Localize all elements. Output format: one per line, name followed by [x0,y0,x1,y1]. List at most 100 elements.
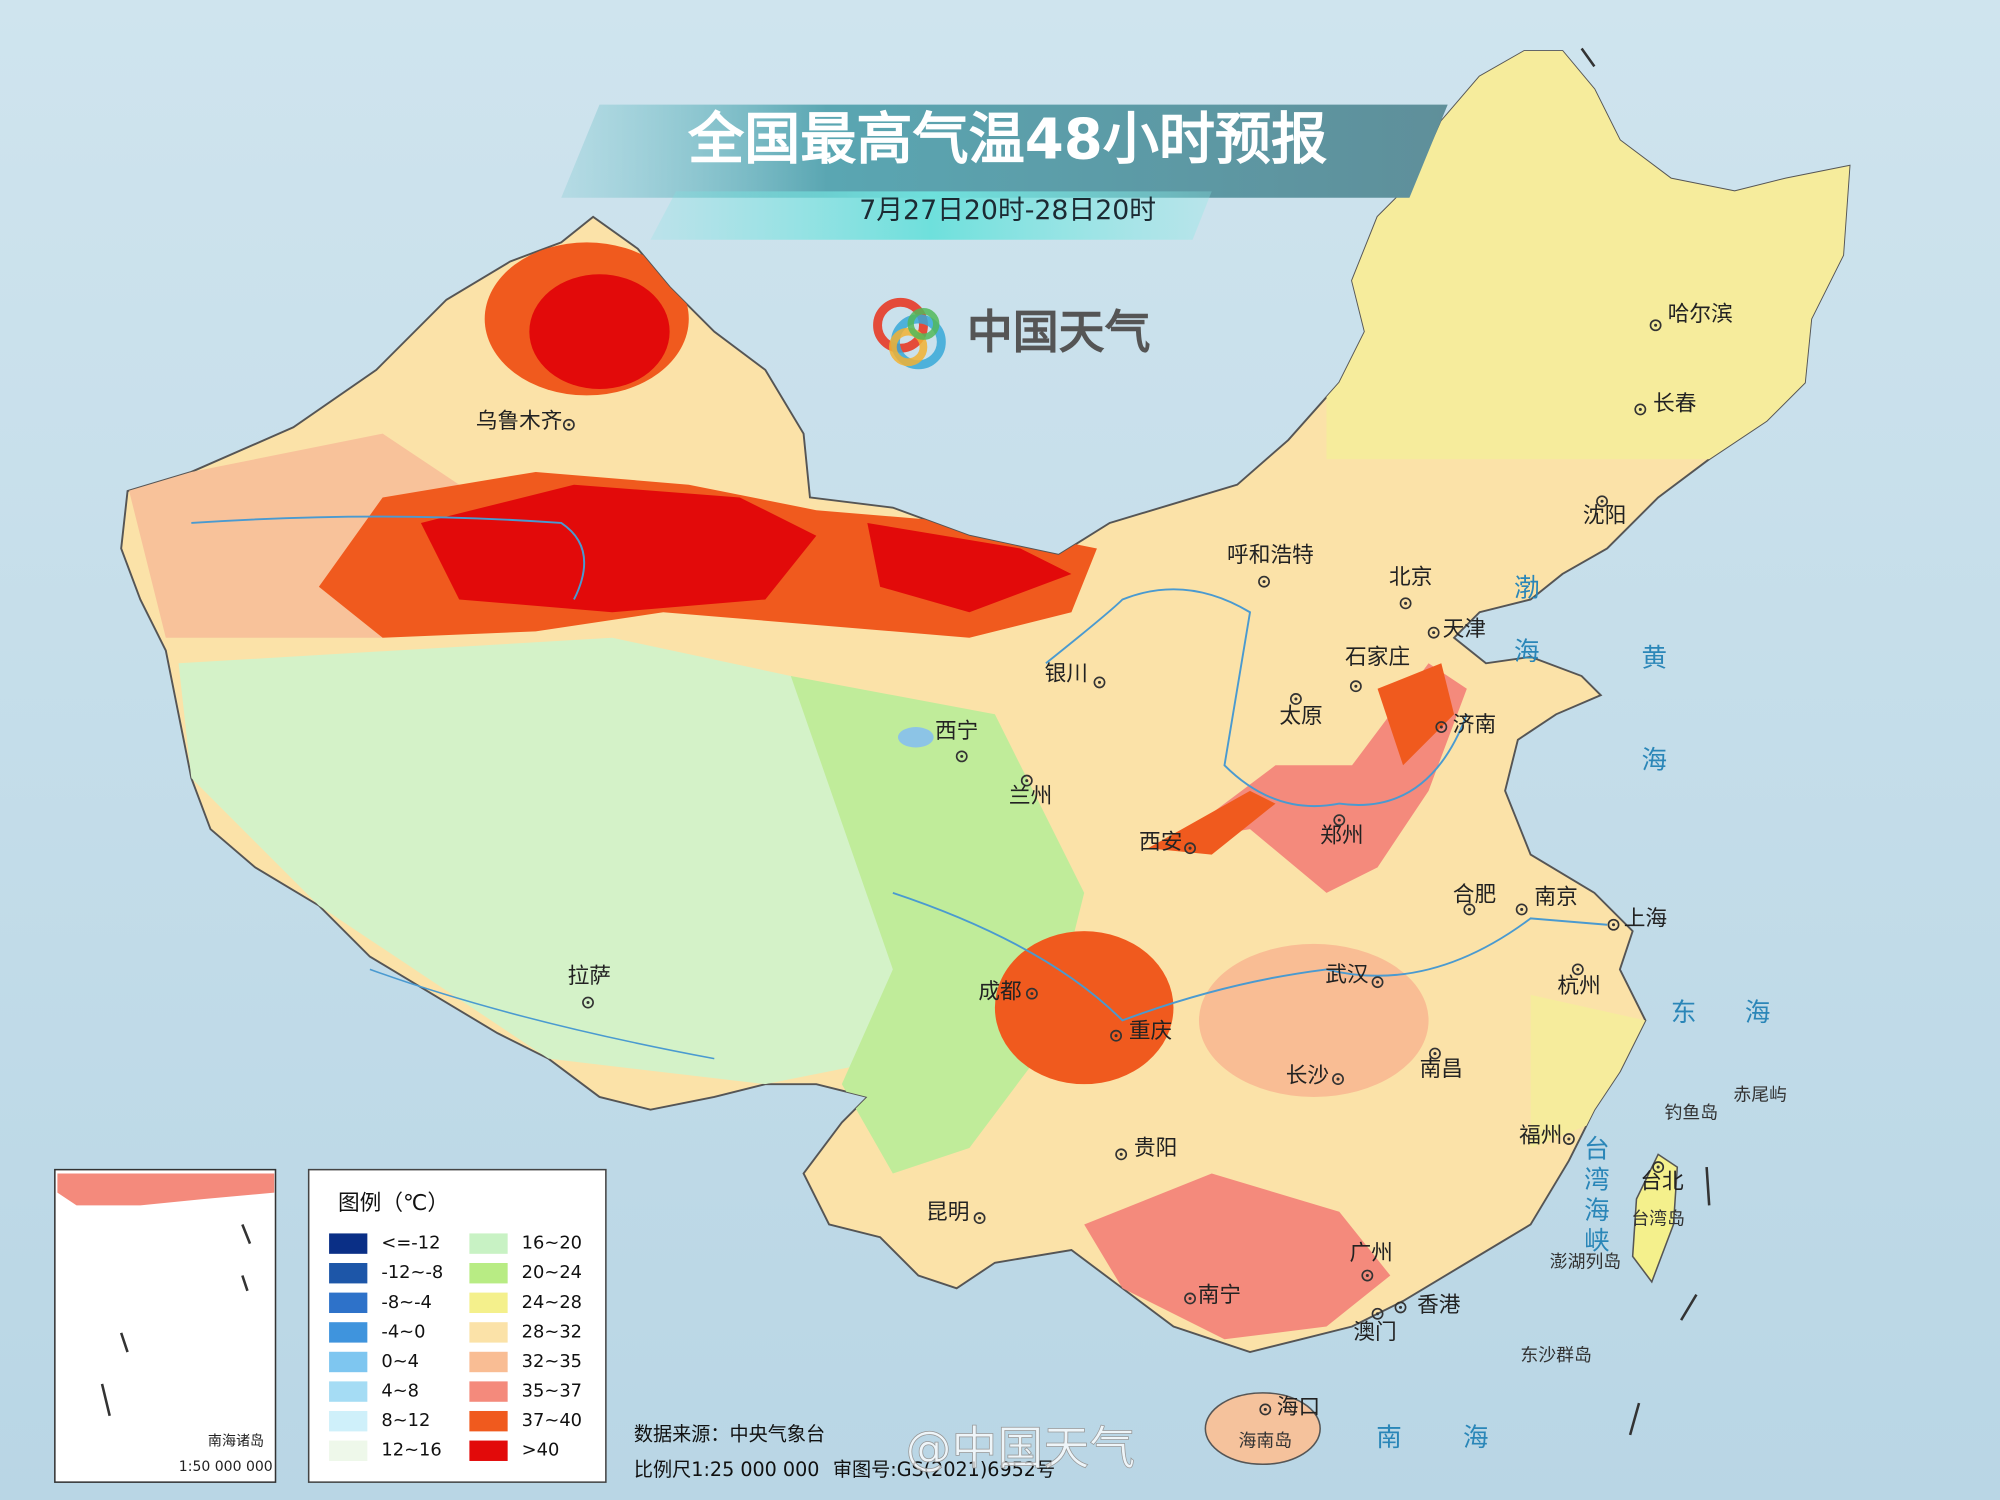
legend-title: 图例（℃） [338,1191,449,1216]
city-dot [1371,1307,1384,1320]
city-dot-center [1030,992,1034,996]
city-dot-center [978,1216,982,1220]
city-dot-center [1467,907,1471,911]
city-dot [1110,1029,1123,1042]
legend: 图例（℃） <=-12 -12~-8 -8~-4 -4~0 0~4 4~8 8~12 12~1… [307,1168,607,1483]
city-dot-center [1654,323,1658,327]
city-label: 重庆 [1129,1019,1172,1044]
city-dot [1332,1073,1344,1086]
city-dot [1649,319,1662,332]
legend-swatch [329,1440,368,1461]
city-dot-center [1567,1137,1571,1141]
city-label: 郑州 [1320,824,1363,849]
legend-swatch [469,1351,508,1373]
city-dot-center [1337,818,1341,822]
city-dot [1652,1161,1665,1174]
city-label: 澳门 [1353,1320,1396,1345]
city-label: 武汉 [1325,963,1369,988]
place-label: 赤尾屿 [1733,1085,1787,1106]
city-dot-center [1262,580,1266,584]
legend-label: 12~16 [381,1440,441,1461]
city-dot-center [1576,967,1580,971]
city-label: 天津 [1443,617,1486,642]
city-dot [1562,1133,1575,1145]
place-label: 台湾岛 [1631,1208,1685,1229]
city-label: 上海 [1624,907,1667,932]
city-dot [1394,1301,1407,1314]
city-dot [1463,903,1476,916]
place-label: 海南岛 [1239,1430,1293,1451]
legend-swatch [329,1381,368,1402]
title: 全国最高气温48小时预报 [687,107,1327,172]
legend-label: 35~37 [522,1381,582,1402]
city-dot [1184,1292,1196,1305]
city-dot [1020,774,1033,787]
legend-label: -4~0 [381,1321,425,1342]
city-label: 海口 [1277,1395,1320,1420]
legend-swatch [329,1410,368,1432]
brand-logo: 中国天气 [873,297,1150,370]
city-dot [1349,680,1362,693]
legend-label: <=-12 [381,1233,440,1254]
city-dot [955,750,968,763]
city-dot-center [1097,680,1102,684]
legend-label: 16~20 [522,1233,582,1254]
city-dot-center [1520,907,1524,911]
city-dot-center [1188,846,1192,850]
legend-swatch [469,1322,508,1343]
city-label: 台北 [1640,1169,1684,1194]
legend-swatch [329,1263,368,1284]
city-dot [1571,963,1584,976]
city-dot-center [1600,499,1604,503]
city-label: 兰州 [1009,784,1052,809]
sea-label: 东海 [1671,998,1819,1028]
city-dot-center [1398,1305,1403,1309]
legend-label: >40 [522,1440,560,1461]
city-label: 呼和浩特 [1227,543,1314,568]
city-dot-center [1432,631,1436,635]
city-dot-center [1656,1165,1660,1169]
city-dot [1607,918,1620,931]
city-label: 济南 [1453,713,1496,738]
city-dot [1427,626,1440,639]
city-dot [1258,575,1270,588]
legend-label: 32~35 [522,1351,582,1372]
legend-label: -8~-4 [381,1292,432,1313]
city-dot-center [567,423,571,427]
legend-swatch [469,1233,508,1254]
source: 数据来源：中央气象台 [634,1422,825,1445]
city-label: 广州 [1350,1241,1393,1266]
city-label: 合肥 [1453,882,1496,907]
city-dot [1289,693,1302,705]
city-dot-center [1263,1407,1267,1411]
city-dot-center [586,1001,590,1005]
title-banner: 全国最高气温48小时预报 7月27日20时-28日20时 [561,104,1448,240]
city-dot-center [1638,407,1642,411]
city-dot [1371,976,1384,989]
inset-title: 南海诸岛 [208,1433,264,1449]
city-label: 昆明 [926,1200,969,1225]
sea-label: 台湾海峡 [1579,1135,1609,1257]
legend-label: 0~4 [381,1351,419,1372]
city-label: 南京 [1534,885,1577,910]
city-dot-center [1439,725,1443,729]
city-dot-center [1336,1077,1340,1081]
legend-swatch [329,1233,368,1254]
legend-swatch [469,1381,508,1402]
place-label: 澎湖列岛 [1550,1252,1621,1273]
legend-label: 24~28 [522,1292,582,1313]
city-label: 石家庄 [1345,645,1410,670]
legend-label: 37~40 [522,1410,582,1431]
city-dot [1093,676,1106,689]
city-dot [1361,1269,1374,1282]
sea-label: 渤海 [1509,574,1539,702]
city-dot [1399,597,1412,610]
city-dot [1429,1047,1441,1060]
legend-label: 8~12 [381,1410,430,1431]
legend-label: 28~32 [522,1321,582,1342]
city-label: 成都 [978,979,1021,1004]
city-dot-center [1294,697,1298,701]
